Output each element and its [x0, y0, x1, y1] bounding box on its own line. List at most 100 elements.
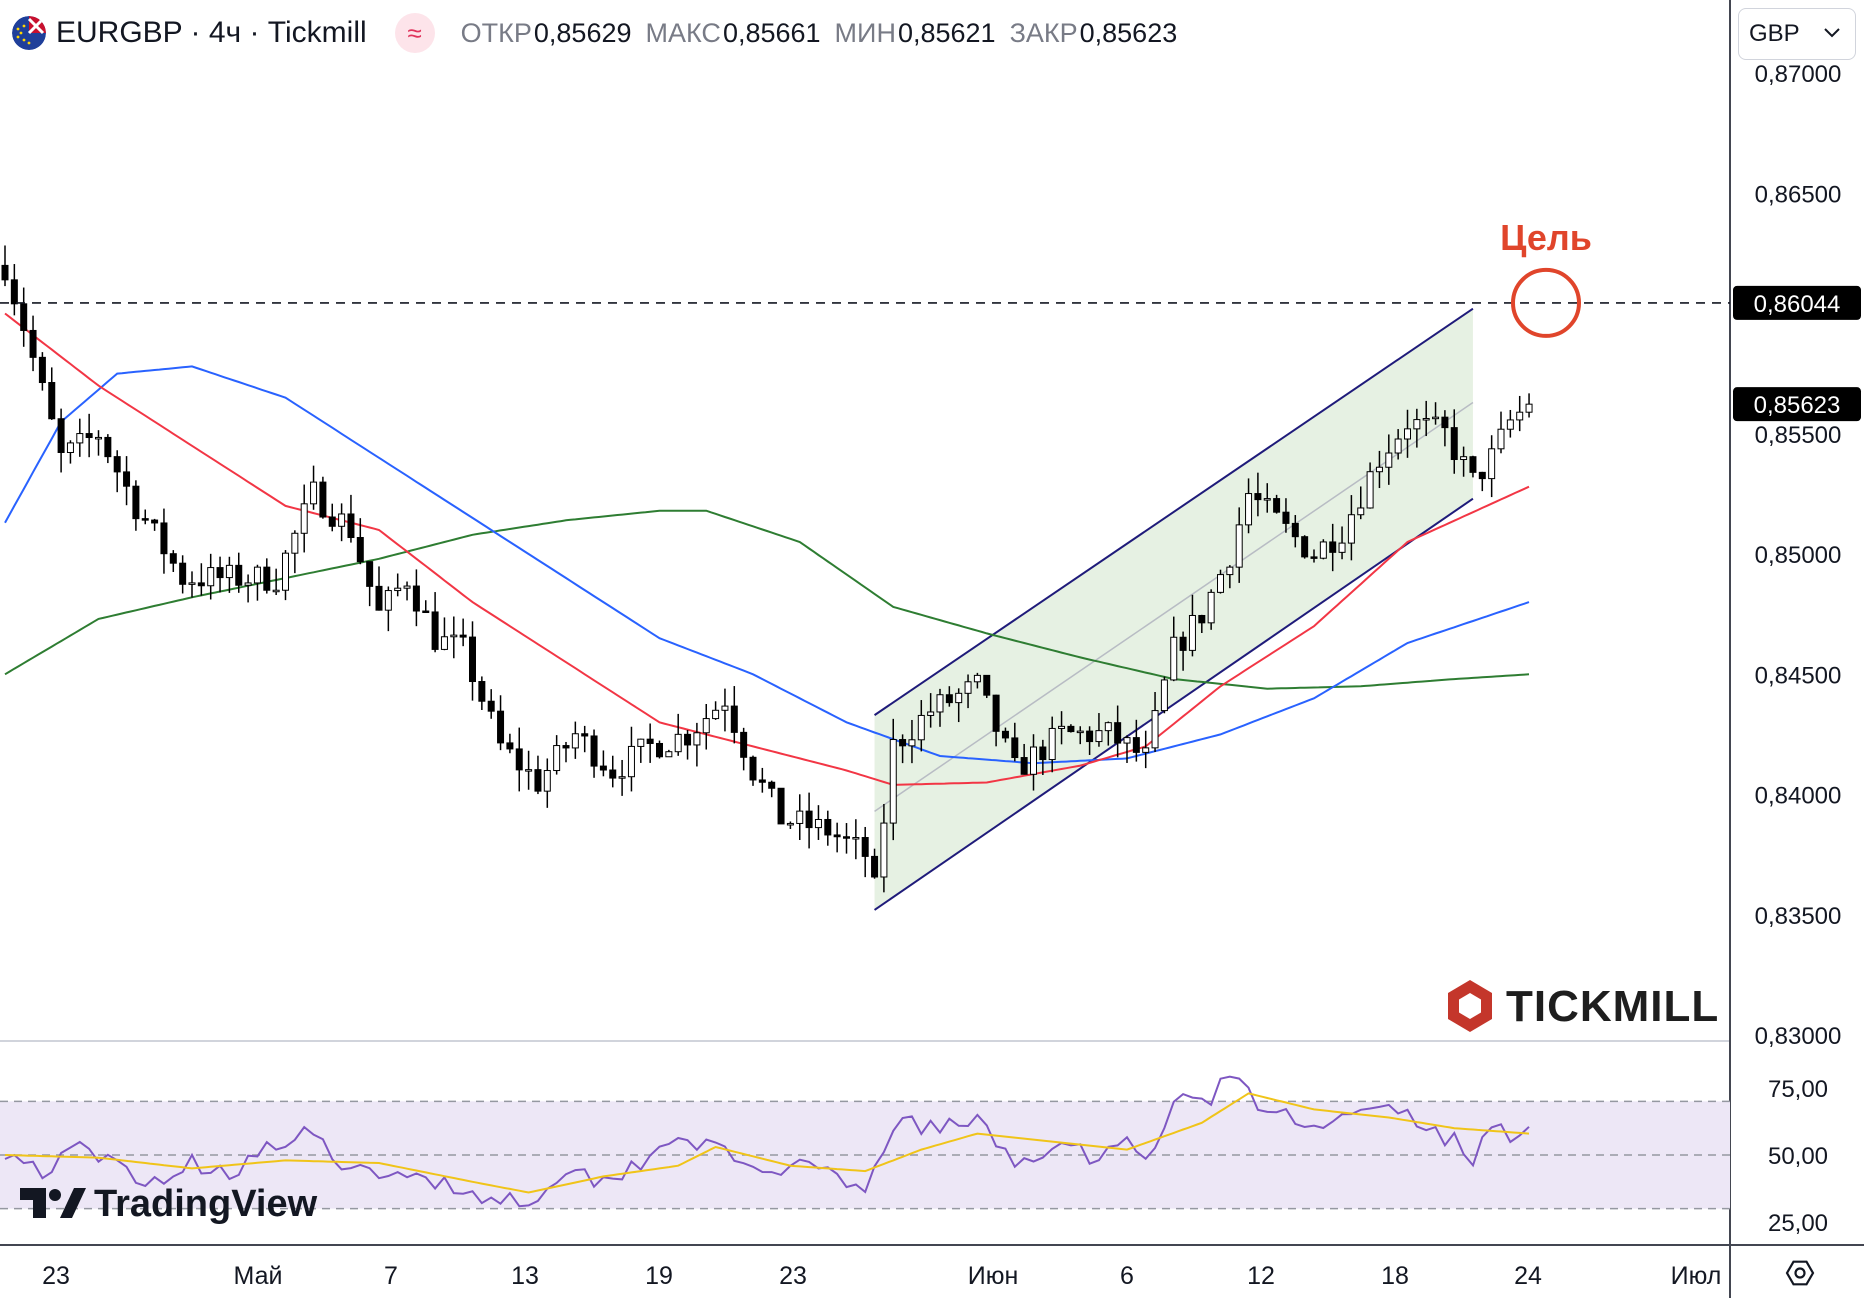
- candle: [665, 751, 673, 758]
- candle: [1048, 727, 1056, 761]
- candle: [777, 787, 785, 825]
- channel-lower-line[interactable]: [873, 497, 1474, 911]
- price-tick-label: 0,85500: [1755, 422, 1842, 449]
- candle: [338, 513, 346, 527]
- candle: [1179, 636, 1187, 651]
- candle: [852, 837, 860, 840]
- candle: [104, 436, 112, 458]
- ma-blue-line[interactable]: [4, 365, 1530, 765]
- price-tick-label: 0,87000: [1755, 61, 1842, 88]
- candle: [1226, 566, 1234, 576]
- candle: [478, 681, 486, 702]
- candle: [431, 611, 439, 650]
- time-tick-label: 12: [1247, 1262, 1275, 1290]
- candle: [310, 481, 318, 505]
- ma-green-line[interactable]: [4, 509, 1530, 690]
- candle: [1207, 591, 1215, 624]
- channel-upper-line[interactable]: [873, 307, 1474, 716]
- open-label: ОТКР: [460, 17, 532, 48]
- ma-red-line[interactable]: [4, 312, 1530, 786]
- rsi-line[interactable]: [4, 1075, 1530, 1208]
- time-tick-label: 23: [42, 1262, 70, 1290]
- last-price-badge-bg: [1733, 387, 1861, 422]
- candle: [1039, 746, 1047, 761]
- candle: [487, 700, 495, 712]
- candle: [179, 562, 187, 585]
- candle: [1001, 730, 1009, 739]
- candle: [721, 705, 729, 711]
- currency-select[interactable]: GBP: [1738, 8, 1856, 60]
- candle: [1516, 411, 1524, 421]
- candle: [899, 739, 907, 747]
- candle: [1347, 514, 1355, 544]
- candle: [889, 739, 897, 824]
- candle: [1095, 730, 1103, 743]
- candle: [123, 471, 131, 487]
- candle: [66, 442, 74, 453]
- low-label: МИН: [834, 17, 896, 48]
- candle: [805, 810, 813, 829]
- candle: [553, 745, 561, 772]
- tickmill-logo: TICKMILL: [1448, 980, 1718, 1032]
- candle: [1413, 419, 1421, 430]
- candle: [1151, 710, 1159, 749]
- price-tick-label: 0,83000: [1755, 1023, 1842, 1050]
- candle: [1245, 493, 1253, 526]
- candle: [497, 710, 505, 744]
- symbol-title[interactable]: EURGBP · 4ч · Tickmill: [56, 16, 367, 49]
- time-tick-label: 19: [645, 1262, 673, 1290]
- candle: [880, 822, 888, 878]
- close-label: ЗАКР: [1009, 17, 1078, 48]
- candle: [627, 745, 635, 778]
- candle: [272, 589, 280, 593]
- time-tick-label: Май: [234, 1262, 283, 1290]
- candle: [749, 756, 757, 781]
- rsi-ma-line[interactable]: [4, 1092, 1530, 1194]
- candle: [1338, 542, 1346, 553]
- channel-middle-line[interactable]: [874, 401, 1474, 812]
- candle: [1441, 416, 1449, 429]
- target-label: Цель: [1500, 217, 1592, 258]
- candle: [1160, 679, 1168, 712]
- candle: [384, 590, 392, 611]
- gear-icon[interactable]: [1785, 1260, 1815, 1286]
- candle: [814, 818, 822, 829]
- tradingview-logo-mark-a: [20, 1188, 46, 1218]
- candle: [674, 733, 682, 753]
- candle: [618, 776, 626, 779]
- candle: [740, 731, 748, 758]
- candle: [1170, 636, 1178, 681]
- candle: [506, 742, 514, 750]
- candle: [1, 264, 9, 281]
- candle: [571, 733, 579, 749]
- candle: [786, 822, 794, 826]
- rsi-tick-label: 25,00: [1768, 1210, 1828, 1237]
- candle: [450, 634, 458, 638]
- candle: [57, 418, 65, 453]
- candle: [656, 742, 663, 758]
- candle: [440, 636, 448, 650]
- high-label: МАКС: [645, 17, 721, 48]
- candle: [599, 765, 607, 771]
- candle: [1011, 737, 1019, 759]
- candle: [132, 485, 140, 520]
- price-tick-label: 0,85000: [1755, 542, 1842, 569]
- indicator-wave-icon[interactable]: ≈: [394, 13, 435, 53]
- time-tick-label: 24: [1514, 1262, 1542, 1290]
- tradingview-logo-text: TradingView: [94, 1183, 318, 1225]
- candle: [1198, 614, 1206, 624]
- last-price-badge: 0,85623: [1754, 392, 1841, 419]
- candle: [1497, 428, 1505, 450]
- candle: [469, 636, 476, 683]
- candle: [973, 674, 981, 683]
- price-tick-label: 0,84500: [1755, 662, 1842, 689]
- candle: [525, 769, 533, 772]
- candle: [459, 634, 467, 638]
- candle: [291, 532, 299, 554]
- candle: [1254, 493, 1262, 501]
- candle: [964, 681, 972, 694]
- candle: [908, 739, 916, 747]
- target-price-badge: 0,86044: [1754, 291, 1841, 318]
